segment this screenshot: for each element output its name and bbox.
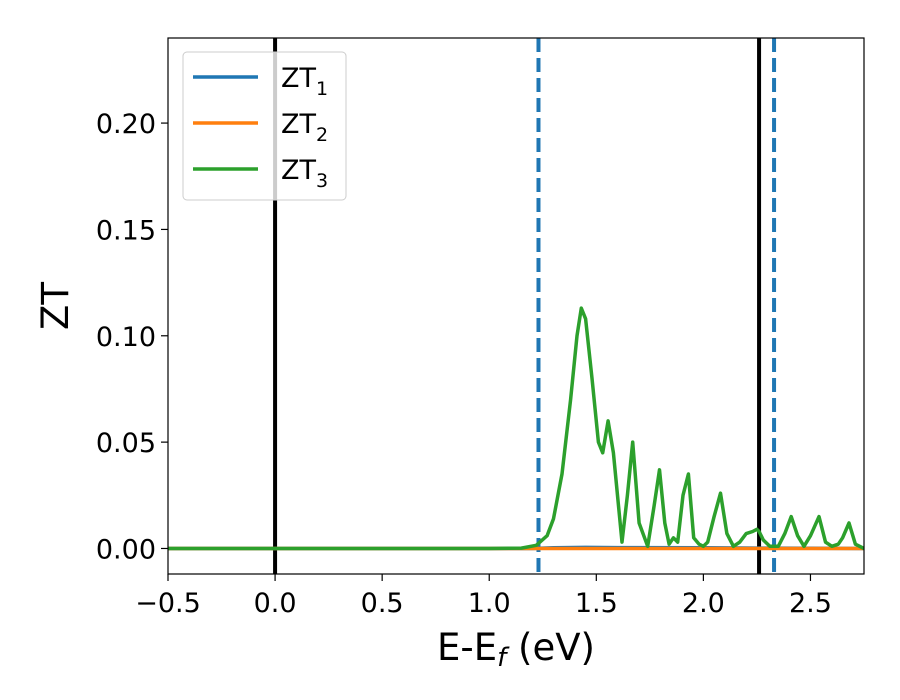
x-tick-label: 0.0 (254, 588, 297, 619)
x-tick-label: 2.5 (789, 588, 832, 619)
legend: ZT1 ZT2 ZT3 (182, 51, 347, 201)
y-tick-label: 0.20 (96, 109, 156, 140)
x-axis-label: E-Ef (eV) (437, 626, 595, 673)
series-line-zt3 (168, 306, 864, 551)
y-tick-label: 0.00 (96, 534, 156, 565)
reference-vertical-lines (273, 38, 777, 574)
x-axis-label-unit: (eV) (506, 626, 595, 669)
legend-box (182, 51, 347, 201)
y-tick-label: 0.05 (96, 428, 156, 459)
x-axis-ticks: −0.5 0.0 0.5 1.0 1.5 2.0 2.5 (135, 574, 832, 619)
legend-label-2: ZT2 (281, 109, 328, 146)
y-axis-label: ZT (34, 282, 77, 330)
series-lines (168, 306, 864, 551)
legend-label-3: ZT3 (281, 155, 328, 192)
x-tick-label: −0.5 (135, 588, 201, 619)
y-tick-label: 0.15 (96, 215, 156, 246)
x-tick-label: 2.0 (682, 588, 725, 619)
legend-label-1: ZT1 (281, 63, 328, 100)
plot-frame (167, 37, 865, 575)
x-tick-label: 1.5 (575, 588, 618, 619)
x-tick-label: 1.0 (468, 588, 511, 619)
x-tick-label: 0.5 (361, 588, 404, 619)
y-tick-label: 0.10 (96, 322, 156, 353)
x-axis-label-main: E-E (437, 626, 497, 669)
y-axis-ticks: 0.00 0.05 0.10 0.15 0.20 (96, 109, 168, 565)
